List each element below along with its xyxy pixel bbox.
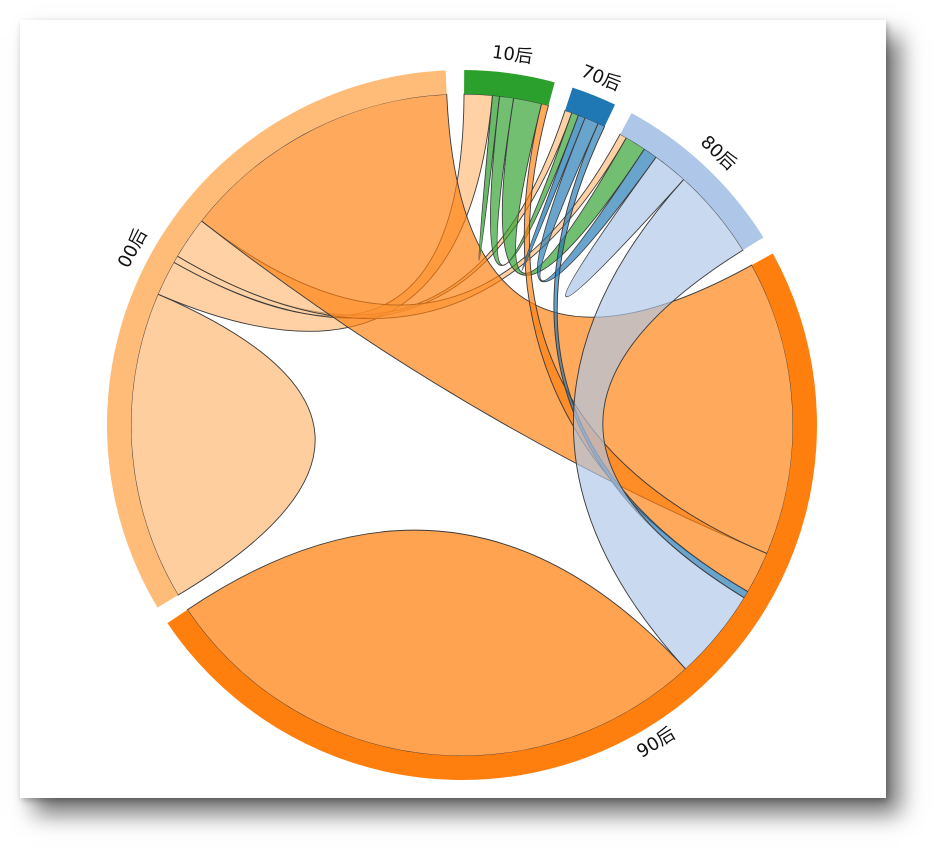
group-arc-3[interactable]: [620, 113, 764, 251]
chord-ribbon-0-4[interactable]: [200, 93, 794, 555]
group-label-2: 70后: [578, 61, 624, 96]
group-arc-1[interactable]: [464, 70, 555, 106]
chord-ribbon-1-3[interactable]: [501, 97, 646, 276]
chord-group-arcs: [106, 70, 817, 780]
group-label-1: 10后: [491, 42, 534, 68]
group-arc-0[interactable]: [106, 70, 447, 608]
chord-ribbon-0-0[interactable]: [130, 293, 316, 596]
group-arc-2[interactable]: [565, 87, 616, 127]
chord-ribbon-2-2[interactable]: [521, 114, 586, 272]
chord-ribbons: [130, 93, 794, 757]
